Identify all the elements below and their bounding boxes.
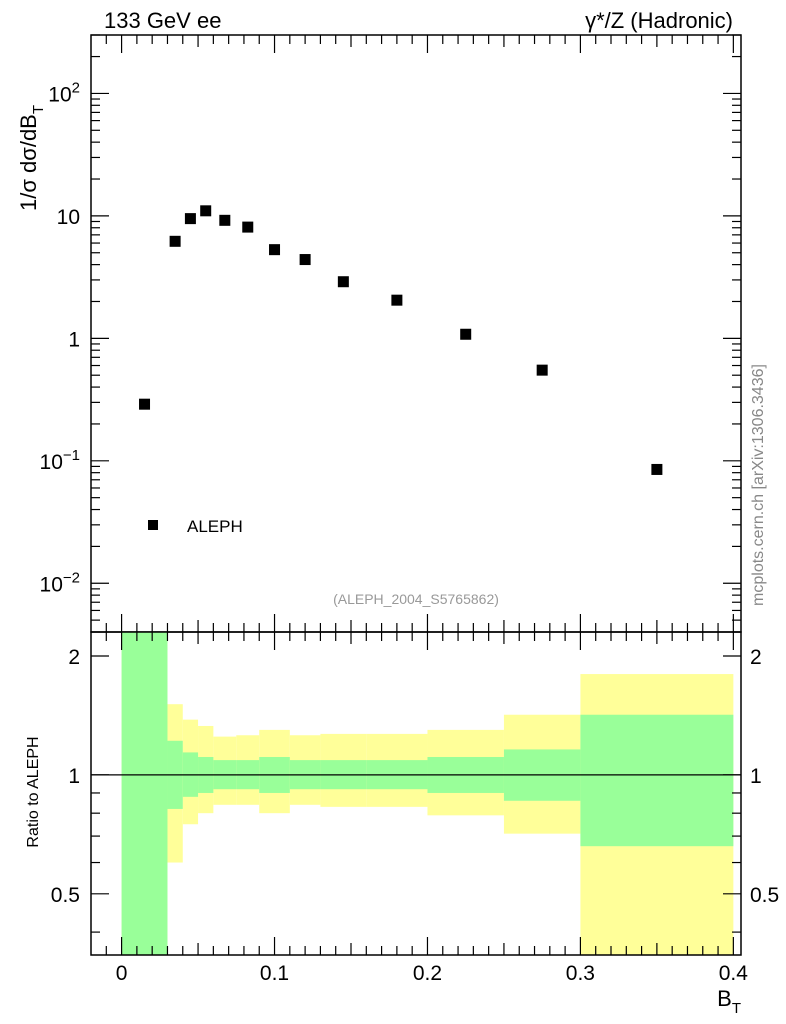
ratio-band-bin-inner [580,714,734,847]
main-y-tick-label-base: 10 [40,573,63,596]
data-point [651,463,663,475]
ratio-ylabel: Ratio to ALEPH [25,736,42,847]
x-tick-label: 0.2 [413,962,442,985]
data-point [299,254,311,266]
main-y-tick-label: 10−1 [40,447,80,474]
x-tick-label: 0 [116,962,128,985]
data-point [337,276,349,288]
main-y-tick-label: 10 [57,206,80,229]
main-data-points [139,205,663,475]
main-y-tick-label-base: 1 [68,328,80,351]
data-point [391,294,403,306]
main-y-tick-label-base: 10 [48,83,71,106]
ratio-y-tick-label-right: 1 [750,765,762,788]
main-y-tick-label-exponent: −2 [63,569,80,586]
main-ylabel-text: 1/σ dσ/dB [16,114,41,211]
ratio-band-bin-inner [121,632,168,955]
data-point [184,213,196,225]
analysis-id: (ALEPH_2004_S5765862) [333,591,499,607]
main-y-tick-label-exponent: 2 [72,79,80,96]
ratio-frame [90,631,742,956]
main-y-tick-label: 10−2 [40,569,80,596]
main-y-tick-label: 1 [68,328,80,351]
ratio-y-tick-label-left: 1 [68,765,80,788]
ratio-y-tick-label-left: 0.5 [51,884,80,907]
main-y-tick-label-exponent: −1 [63,447,80,464]
ratio-y-tick-label-right: 2 [750,646,762,669]
data-point [200,205,212,217]
x-tick-label: 0.3 [566,962,595,985]
main-y-tick-label-base: 10 [40,451,63,474]
ratio-ticks [91,632,741,955]
data-point [242,221,254,233]
main-frame [90,34,742,633]
main-ticks [91,34,741,633]
main-ylabel-sub: T [30,105,47,114]
x-tick-label: 0.4 [719,962,749,985]
legend-marker [148,520,158,530]
data-point [269,244,281,256]
main-y-tick-label-base: 10 [57,206,80,229]
header-right: γ*/Z (Hadronic) [585,8,733,33]
header-left: 133 GeV ee [104,8,221,33]
data-point [219,214,231,226]
x-tick-label: 0.1 [260,962,289,985]
data-point [460,328,472,340]
x-tick-labels: 0 0.1 0.2 0.3 0.4 [116,962,749,985]
data-point [536,364,548,376]
main-y-tick-label: 102 [48,79,80,106]
x-axis-label-sub: T [732,1000,741,1017]
data-point [169,235,181,247]
ratio-y-tick-label-left: 2 [68,646,80,669]
main-ylabel: 1/σ dσ/dBT [16,105,47,211]
x-axis-label-text: B [717,986,732,1011]
ratio-y-tick-labels: 0.5 0.5 1 1 2 2 [51,646,779,907]
legend-label: ALEPH [187,517,243,536]
ratio-y-tick-label-right: 0.5 [750,884,779,907]
x-axis-label: BT [717,986,741,1017]
data-point [139,398,151,410]
watermark: mcplots.cern.ch [arXiv:1306.3436] [750,364,767,606]
